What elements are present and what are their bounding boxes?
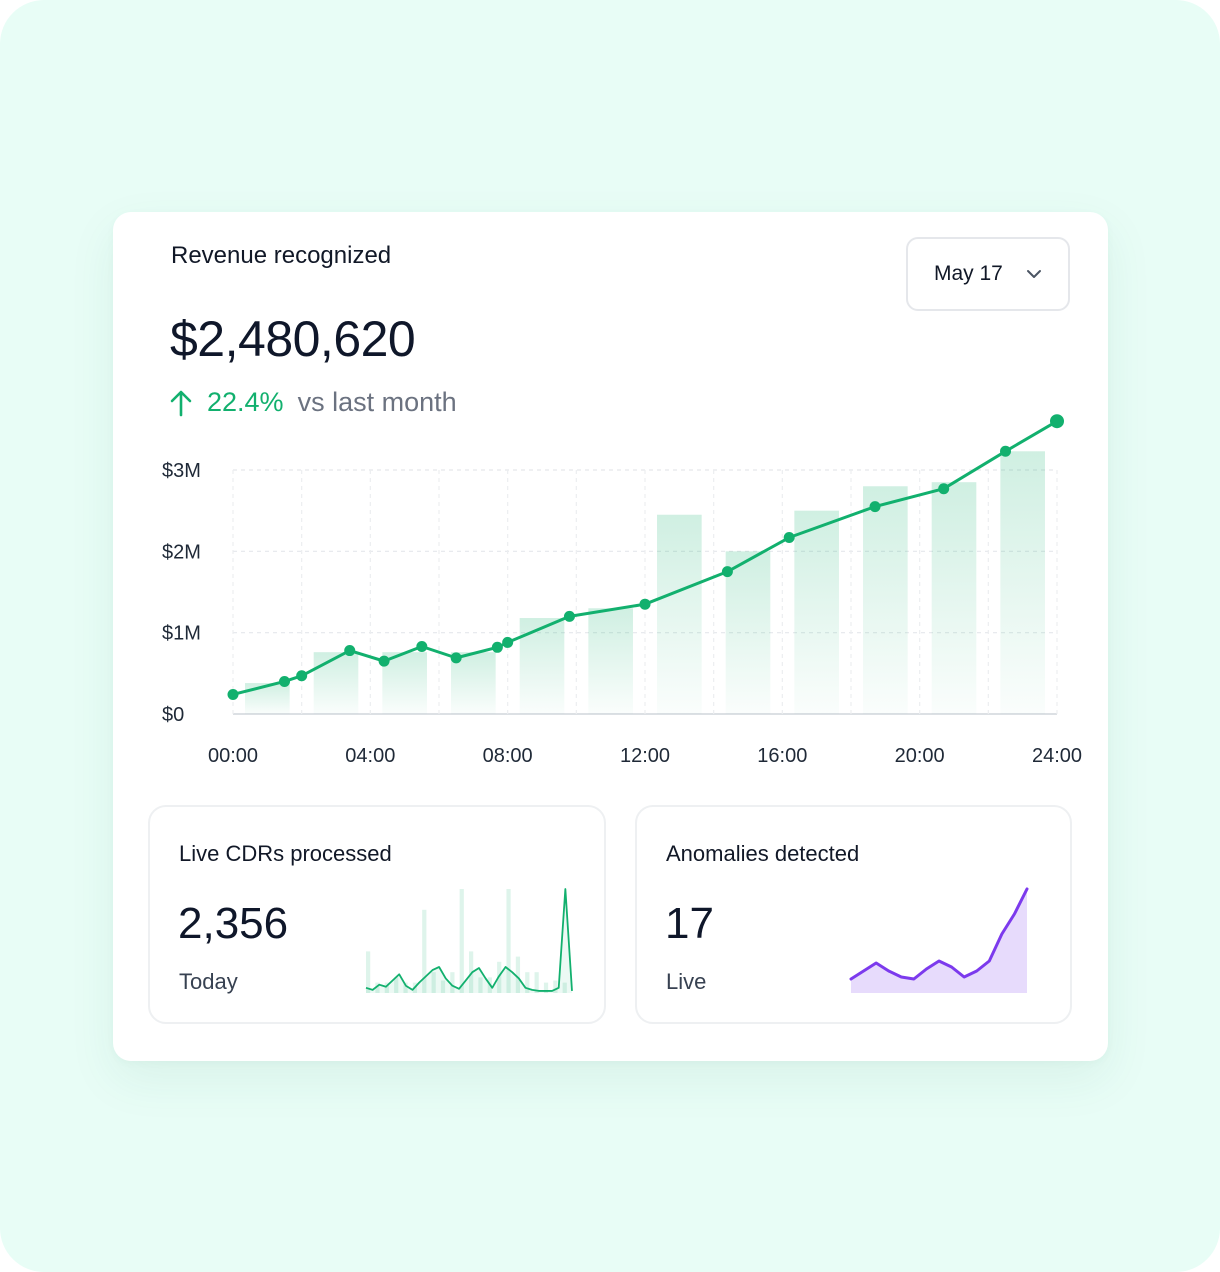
data-point [563,610,575,622]
data-point [296,670,308,682]
data-point [869,501,881,513]
anomalies-sparkline [849,887,1029,993]
x-tick-label: 04:00 [345,745,395,767]
x-tick-label: 16:00 [757,745,807,767]
anomalies-title: Anomalies detected [666,841,860,866]
data-point [491,641,503,653]
x-tick-label: 24:00 [1032,745,1082,767]
cdr-spark-bar [422,909,427,993]
cdr-spark-bar [525,972,530,993]
chart-bar [1000,451,1045,714]
chart-bar [588,608,633,714]
cdr-spark-bar [366,951,371,993]
x-tick-label: 20:00 [895,745,945,767]
cdrs-title: Live CDRs processed [179,841,392,866]
chart-bar [931,482,977,714]
chart-bar [519,618,565,714]
data-point [721,566,733,578]
chart-bar [794,510,839,714]
cdrs-sparkline [365,888,573,993]
chart-bar [245,683,290,714]
y-tick-label: $1M [162,623,201,645]
delta-label: vs last month [297,387,457,417]
x-tick-label: 00:00 [208,745,258,767]
chart-bar [725,551,771,714]
chart-bar [657,514,702,714]
anomalies-value: 17 [665,899,714,948]
data-point [1000,445,1011,457]
chart-bar [382,652,427,714]
cdr-spark-bar [450,972,455,993]
x-tick-label: 12:00 [620,745,670,767]
date-select-label: May 17 [934,262,1003,285]
y-tick-label: $2M [162,541,201,563]
data-point [938,483,950,495]
cdr-spark-bar [506,889,511,993]
cdrs-card: Live CDRs processed 2,356 Today [148,805,606,1024]
data-point [502,636,514,648]
cdr-spark-bar [534,972,539,993]
cdr-spark-bar [403,982,408,993]
cdrs-sub: Today [179,969,238,994]
data-point [227,688,239,700]
y-tick-label: $0 [162,704,184,726]
chevron-down-icon [1027,270,1041,278]
cdr-spark-bar [562,982,567,993]
data-point [416,640,428,652]
data-point [1050,414,1064,429]
cdr-spark-bar [553,980,558,993]
cdr-spark-line [365,888,573,992]
data-point [378,655,390,667]
cdrs-value: 2,356 [178,899,289,948]
cdr-spark-bar [394,977,399,993]
cdr-spark-bar [440,980,446,993]
data-point [783,532,795,544]
cdr-spark-bar [469,951,474,993]
data-point [344,645,356,657]
revenue-delta: 22.4% vs last month [169,387,457,418]
data-point [450,652,462,664]
anomalies-card: Anomalies detected 17 Live [635,805,1072,1024]
anomaly-spark-area [851,889,1027,993]
cdr-spark-bar [431,972,436,993]
revenue-chart: $3M $2M $1M $0 00:00 04:00 08:00 12:00 16:00 20:… [162,414,1082,767]
cdr-spark-bar [478,977,483,993]
cdr-spark-bar [459,889,464,993]
y-tick-label: $3M [162,460,201,482]
date-select[interactable]: May 17 [906,237,1070,311]
delta-percent: 22.4% [207,387,284,417]
arrow-up-icon [170,390,192,416]
chart-bar [313,652,359,714]
anomalies-sub: Live [666,969,707,994]
cdr-spark-bar [384,982,389,993]
data-point [279,675,290,687]
anomaly-spark-line [849,887,1029,981]
revenue-value: $2,480,620 [170,311,416,367]
revenue-title: Revenue recognized [171,242,392,269]
chart-bar [863,486,908,714]
cdr-spark-bar [543,982,549,993]
x-tick-label: 08:00 [483,745,533,767]
cdr-spark-bar [375,982,380,993]
data-point [639,598,651,610]
cdr-spark-bar [515,956,521,993]
